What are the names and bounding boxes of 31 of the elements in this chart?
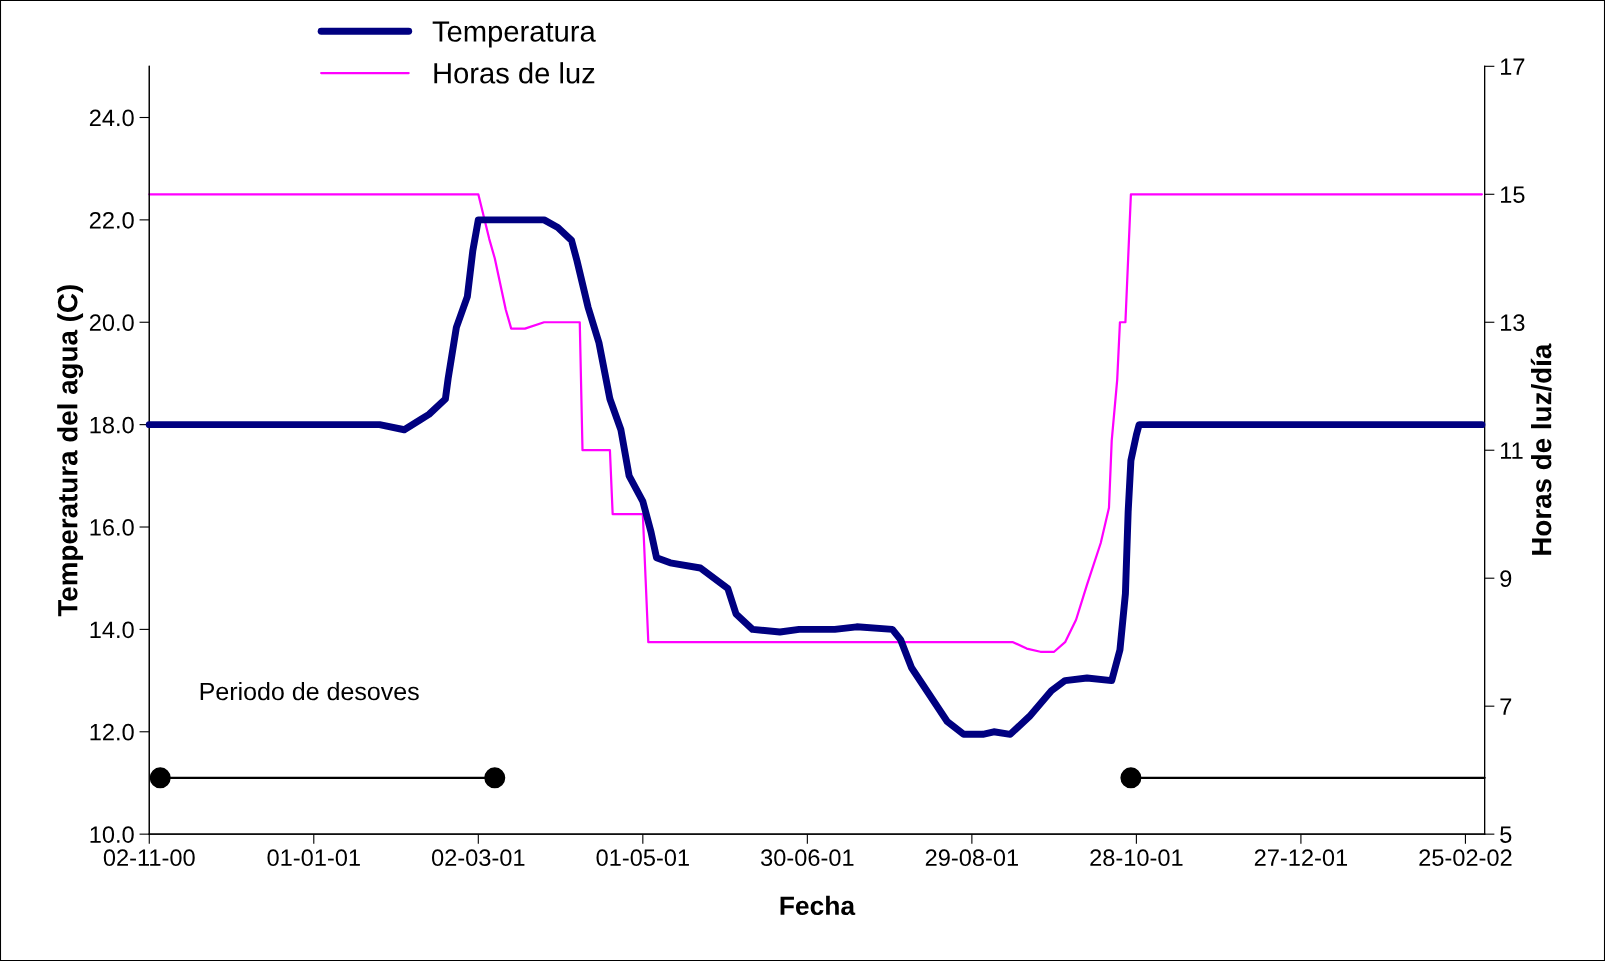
y2-tick-label: 17 <box>1501 58 1525 75</box>
y-tick-label: 22.0 <box>89 211 134 229</box>
y-tick-label: 12.0 <box>90 723 134 741</box>
y-tick-label: 20.0 <box>89 314 134 332</box>
y2-tick-label: 11 <box>1501 442 1523 459</box>
y2-tick-label: 15 <box>1501 186 1525 204</box>
y-tick-label: 14.0 <box>90 621 134 639</box>
x-tick-label: 29-08-01 <box>925 849 1018 867</box>
y-tick-label: 24.0 <box>89 109 134 127</box>
x-tick-label: 27-12-01 <box>1254 849 1348 867</box>
x-tick-label: 25-02-02 <box>1419 849 1512 867</box>
x-tick-label: 28-10-01 <box>1090 849 1183 867</box>
y-tick-label: 18.0 <box>90 416 134 434</box>
y-axis-title: Temperatura del agua (C) <box>57 285 84 617</box>
x-tick-label: 01-01-01 <box>267 849 360 867</box>
annotation: Periodo de desoves <box>200 681 419 701</box>
y2-tick-label: 9 <box>1500 570 1512 587</box>
y2-axis-title: Horas de luz/día <box>1530 343 1552 555</box>
legend-label: Temperatura <box>432 21 596 48</box>
y2-tick-label: 5 <box>1500 826 1512 843</box>
line-series <box>148 193 1483 653</box>
y2-tick-label: 13 <box>1501 314 1525 332</box>
y-tick-label: 10.0 <box>90 826 134 843</box>
x-axis-title: Fecha <box>780 895 856 916</box>
x-tick-label: 02-03-01 <box>431 849 525 867</box>
x-tick-label: 01-05-01 <box>596 849 689 867</box>
x-tick-label: 02-11-00 <box>103 849 195 867</box>
x-tick-label: 30-06-01 <box>761 849 854 867</box>
legend-label: Horas de luz <box>434 62 595 84</box>
y2-tick-label: 7 <box>1500 698 1512 715</box>
y-tick-label: 16.0 <box>90 519 134 536</box>
